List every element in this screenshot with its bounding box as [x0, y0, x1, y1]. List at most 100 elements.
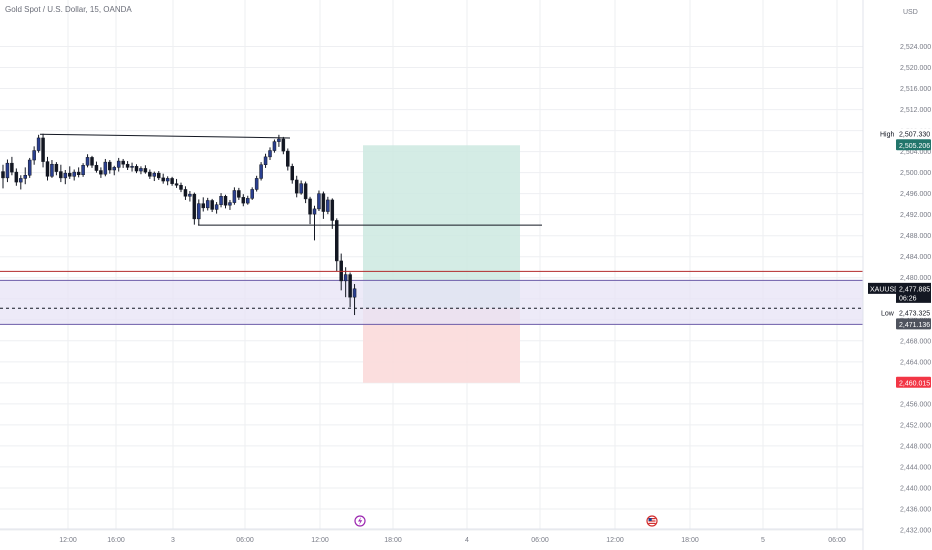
price-tick-label: 2,500.000 [900, 170, 931, 177]
candle-body [303, 183, 308, 200]
resistance-trendline[interactable] [39, 133, 291, 139]
candle-body [134, 166, 139, 172]
candle-body [352, 288, 357, 298]
zone-low-tag-text: 2,471.136 [899, 322, 930, 329]
candle-body [112, 167, 116, 171]
us-economic-event-icon[interactable] [646, 515, 658, 527]
candle-body [50, 163, 54, 177]
candle-body [312, 208, 317, 215]
candle-body [326, 199, 330, 212]
price-tick-label: 2,512.000 [900, 107, 931, 114]
candle-body [94, 165, 99, 171]
candle-body [179, 184, 183, 190]
candle-body [139, 168, 143, 172]
candle-body [116, 160, 121, 168]
candle-body [1, 171, 5, 179]
trendlines-layer[interactable] [0, 133, 863, 309]
price-tick-label: 2,496.000 [900, 191, 931, 198]
time-tick-label: 12:00 [311, 537, 329, 544]
candle-body [250, 189, 254, 199]
flag-stripe [648, 520, 656, 522]
candle-body [237, 190, 241, 198]
price-tick-label: 2,444.000 [900, 464, 931, 471]
candle-body [254, 178, 259, 190]
candle-body [72, 171, 76, 177]
candle-body [5, 162, 10, 179]
price-tick-label: 2,456.000 [900, 401, 931, 408]
time-tick-label: 16:00 [107, 537, 125, 544]
time-tick-label: 06:00 [531, 537, 549, 544]
price-tick-label: 2,436.000 [900, 506, 931, 513]
candle-body [197, 203, 201, 220]
time-tick-label: 06:00 [236, 537, 254, 544]
candle-body [246, 198, 250, 204]
high-label: High [880, 132, 895, 139]
candle-body [281, 138, 286, 152]
drawings-layer[interactable] [0, 145, 863, 383]
candle-body [348, 274, 352, 298]
price-tick-label: 2,448.000 [900, 443, 931, 450]
price-tick-label: 2,520.000 [900, 65, 931, 72]
candle-body [161, 177, 165, 182]
candle-body [108, 161, 112, 171]
flag-canton [648, 518, 652, 521]
candle-body [59, 171, 63, 179]
events-layer[interactable] [354, 515, 658, 527]
price-tick-label: 2,504.000 [900, 149, 931, 156]
candle-body [41, 137, 45, 162]
last-price-bg [896, 282, 931, 303]
high-value-tag-bg [896, 128, 931, 140]
zone-low-tag-bg [896, 318, 931, 330]
candle-body [219, 196, 223, 205]
candle-body [308, 198, 312, 215]
price-tick-label: 2,492.000 [900, 212, 931, 219]
symbol-tag-text: XAUUSD [870, 286, 899, 293]
target-price-tag-text: 2,505.206 [899, 143, 930, 150]
candle-body [121, 160, 125, 165]
high-value-tag-text: 2,507.330 [899, 132, 930, 139]
candle-body [339, 260, 343, 282]
candle-body [14, 171, 19, 183]
candle-body [286, 150, 290, 167]
price-tick-label: 2,484.000 [900, 254, 931, 261]
lightning-icon[interactable] [358, 517, 363, 525]
chart-title: Gold Spot / U.S. Dollar, 15, OANDA [5, 5, 132, 14]
demand-zone[interactable] [0, 280, 863, 325]
high-value-tag: 2,507.330 [896, 128, 931, 140]
candle-body [103, 161, 108, 175]
candle-body [205, 200, 210, 209]
candle-body [125, 163, 130, 168]
price-tick-label: 2,440.000 [900, 485, 931, 492]
time-tick-label: 4 [465, 537, 469, 544]
time-tick-label: 06:00 [828, 537, 846, 544]
candle-body [90, 157, 94, 166]
candle-body [63, 172, 68, 179]
candle-body [165, 178, 170, 182]
candle-body [294, 179, 299, 194]
candle-body [232, 190, 237, 203]
candle-body [228, 202, 232, 206]
low-label: Low [881, 310, 895, 317]
time-tick-label: 12:00 [59, 537, 77, 544]
candle-body [259, 164, 263, 179]
time-tick-label: 18:00 [384, 537, 402, 544]
candle-body [152, 172, 157, 177]
countdown-text: 06:26 [899, 295, 917, 302]
candle-body [148, 171, 152, 177]
candle-body [214, 204, 219, 210]
last-price-text: 2,477.885 [899, 286, 930, 293]
last-price-tag: 2,477.885 06:26 [896, 282, 931, 303]
candle-body [174, 183, 179, 186]
candle-body [143, 168, 148, 173]
candle-body [188, 193, 192, 197]
price-tick-label: 2,452.000 [900, 422, 931, 429]
candle-body [36, 137, 41, 151]
candle-body [317, 193, 321, 210]
candle-body [85, 157, 90, 166]
earnings-event-icon[interactable] [354, 515, 366, 527]
candle-body [299, 183, 303, 194]
time-tick-label: 18:00 [681, 537, 699, 544]
